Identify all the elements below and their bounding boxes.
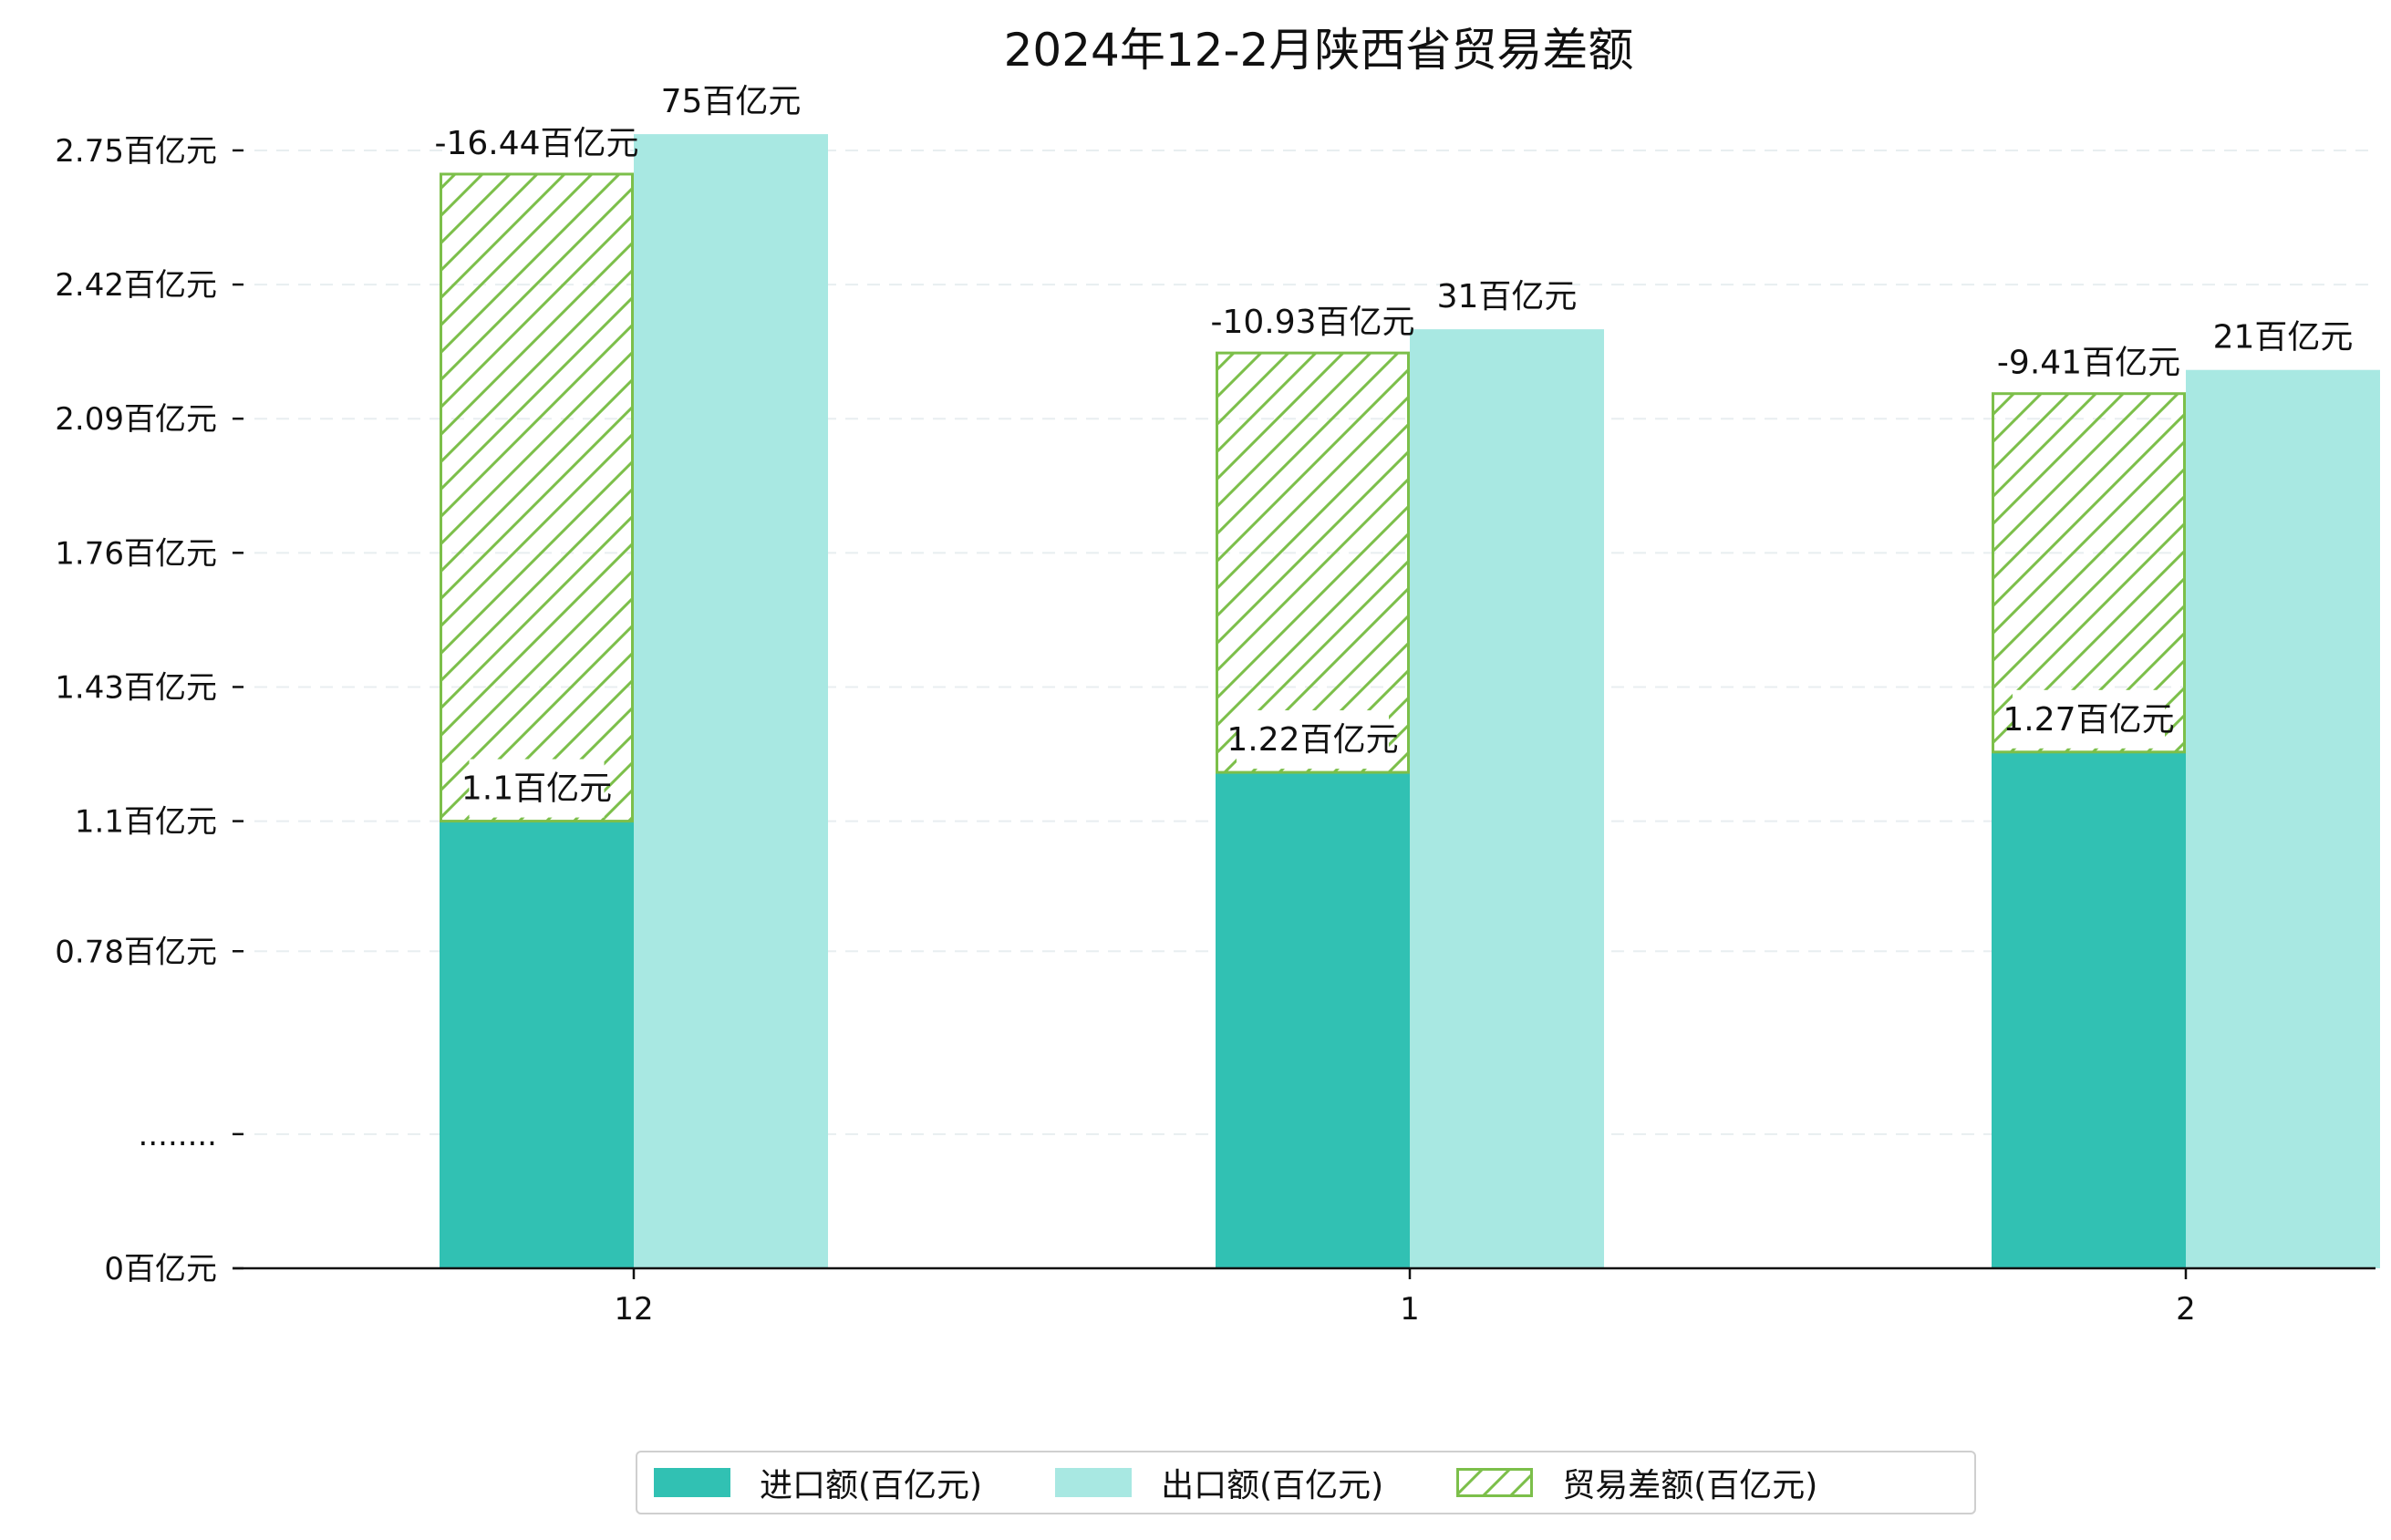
- legend-label-import: 进口额(百亿元): [760, 1467, 983, 1504]
- import-bar: [1992, 751, 2186, 1268]
- balance-value-label-bg: [2003, 333, 2174, 392]
- import-bar: [440, 821, 634, 1268]
- y-tick-label: 2.09百亿元: [55, 401, 217, 438]
- balance-value-label: -16.44百亿元: [434, 125, 638, 162]
- export-value-label-bg: [1448, 267, 1566, 326]
- legend-label-balance: 贸易差额(百亿元): [1562, 1467, 1818, 1504]
- export-bar: [2186, 369, 2380, 1268]
- import-value-label: 1.27百亿元: [2003, 701, 2174, 739]
- balance-bar: [440, 172, 634, 823]
- y-tick-label: 1.1百亿元: [75, 804, 217, 841]
- balance-value-label-bg: [443, 113, 630, 172]
- x-tick-label: 2: [2176, 1291, 2196, 1328]
- chart-legend: 进口额(百亿元) 出口额(百亿元) 贸易差额(百亿元): [636, 1451, 1976, 1514]
- legend-swatch-balance: [1456, 1468, 1534, 1497]
- export-value-label-bg: [2224, 307, 2342, 367]
- balance-value-label-bg: [1219, 293, 1406, 352]
- legend-item-export: 出口额(百亿元): [1055, 1459, 1383, 1506]
- export-value-label: 21百亿元: [2213, 319, 2354, 357]
- import-bar: [1216, 772, 1410, 1268]
- y-tick-label: 0.78百亿元: [55, 934, 217, 970]
- export-value-label: 75百亿元: [661, 83, 802, 120]
- legend-item-balance: 贸易差额(百亿元): [1456, 1459, 1817, 1506]
- y-tick-label: ........: [139, 1117, 217, 1153]
- export-bar: [1410, 329, 1604, 1268]
- import-value-label: 1.1百亿元: [461, 770, 612, 808]
- legend-swatch-import: [654, 1468, 730, 1497]
- x-tick-label: 1: [1400, 1291, 1420, 1328]
- legend-label-export: 出口额(百亿元): [1161, 1467, 1384, 1504]
- import-value-label-bg: [2013, 689, 2165, 749]
- legend-item-import: 进口额(百亿元): [654, 1459, 982, 1506]
- y-tick-label: 2.42百亿元: [55, 267, 217, 304]
- y-tick-label: 0百亿元: [104, 1251, 217, 1287]
- export-bar: [634, 134, 828, 1268]
- import-value-label-bg: [469, 759, 605, 818]
- export-value-label-bg: [672, 72, 790, 131]
- y-tick-label: 1.76百亿元: [55, 535, 217, 572]
- y-tick-label: 1.43百亿元: [55, 669, 217, 706]
- x-tick-label: 12: [614, 1291, 653, 1328]
- legend-swatch-export: [1055, 1468, 1133, 1497]
- chart-title: 2024年12-2月陕西省贸易差额: [1004, 24, 1634, 77]
- balance-value-label: -10.93百亿元: [1210, 304, 1414, 341]
- import-value-label: 1.22百亿元: [1227, 721, 1398, 759]
- y-tick-label: 2.75百亿元: [55, 133, 217, 170]
- balance-value-label: -9.41百亿元: [1997, 345, 2180, 382]
- export-value-label: 31百亿元: [1437, 278, 1578, 315]
- balance-bar: [1216, 351, 1410, 774]
- import-value-label-bg: [1237, 710, 1389, 770]
